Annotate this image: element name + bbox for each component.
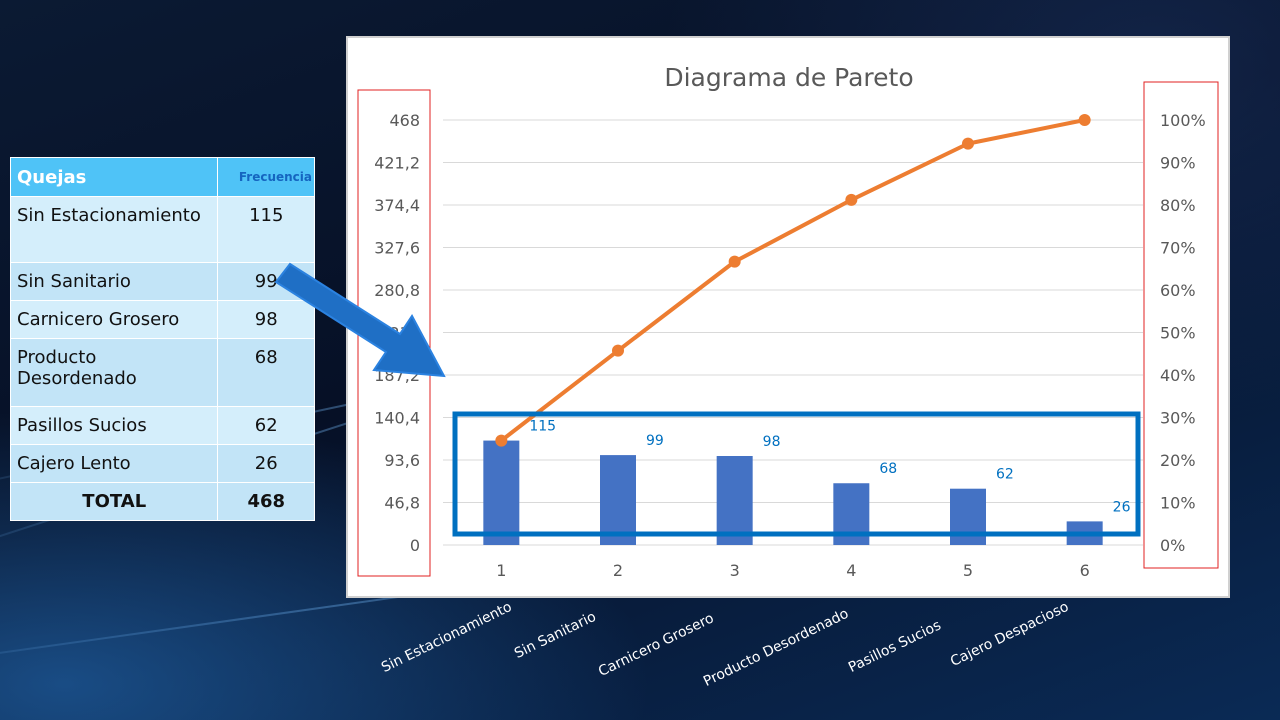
row-freq: 98 bbox=[217, 300, 315, 339]
y-tick-label: 234 bbox=[389, 324, 420, 343]
y-tick-label: 468 bbox=[389, 111, 420, 130]
line-point bbox=[845, 193, 858, 206]
table-header-row: Quejas Frecuencia bbox=[9, 157, 315, 197]
y-tick-label: 0 bbox=[410, 536, 420, 555]
x-tick-label: 1 bbox=[496, 561, 506, 580]
data-label: 68 bbox=[879, 461, 897, 477]
y2-tick-label: 20% bbox=[1160, 451, 1196, 470]
row-name: Carnicero Grosero bbox=[9, 300, 219, 339]
y2-tick-label: 40% bbox=[1160, 366, 1196, 385]
table-row: Cajero Lento 26 bbox=[9, 444, 315, 483]
y2-tick-label: 90% bbox=[1160, 154, 1196, 173]
x-tick-label: 6 bbox=[1080, 561, 1090, 580]
line-point bbox=[1078, 114, 1091, 126]
category-label: Producto Desordenado bbox=[700, 605, 852, 690]
row-freq: 62 bbox=[217, 406, 315, 445]
y-tick-label: 187,2 bbox=[374, 366, 420, 385]
y2-tick-label: 30% bbox=[1160, 409, 1196, 428]
y2-tick-label: 70% bbox=[1160, 239, 1196, 258]
x-tick-label: 4 bbox=[846, 561, 856, 580]
y2-tick-label: 10% bbox=[1160, 494, 1196, 513]
bar bbox=[600, 455, 636, 545]
data-label: 99 bbox=[646, 433, 664, 449]
total-value: 468 bbox=[217, 482, 315, 521]
y-tick-label: 280,8 bbox=[374, 281, 420, 300]
line-point bbox=[728, 255, 741, 268]
y2-tick-label: 80% bbox=[1160, 196, 1196, 215]
y-tick-label: 46,8 bbox=[384, 494, 420, 513]
data-label: 115 bbox=[529, 419, 556, 435]
line-point bbox=[495, 434, 508, 447]
complaints-table: Quejas Frecuencia Sin Estacionamiento 11… bbox=[9, 157, 315, 521]
category-label: Cajero Despacioso bbox=[947, 598, 1072, 670]
category-label: Sin Sanitario bbox=[511, 608, 599, 662]
y-tick-label: 374,4 bbox=[374, 196, 420, 215]
row-name: Sin Sanitario bbox=[9, 262, 219, 301]
category-label: Carnicero Grosero bbox=[595, 610, 717, 680]
table-total-row: TOTAL 468 bbox=[9, 482, 315, 521]
header-quejas: Quejas bbox=[9, 157, 219, 197]
highlight-box bbox=[452, 411, 1141, 537]
row-name: Producto Desordenado bbox=[9, 338, 219, 407]
bar bbox=[483, 440, 520, 545]
table-row: Carnicero Grosero 98 bbox=[9, 300, 315, 339]
right-axis-frame bbox=[1143, 81, 1219, 569]
line-point bbox=[612, 344, 624, 357]
row-name: Sin Estacionamiento bbox=[9, 196, 219, 263]
row-name: Cajero Lento bbox=[9, 444, 219, 483]
chart-canvas: Diagrama de Pareto 046,893,6140,4187,223… bbox=[357, 63, 1219, 580]
bar bbox=[950, 488, 986, 545]
chart-title: Diagrama de Pareto bbox=[664, 63, 913, 92]
data-label: 26 bbox=[1113, 499, 1131, 515]
table-row: Sin Estacionamiento 115 bbox=[9, 196, 315, 263]
pareto-chart: Diagrama de Pareto 0 46,8 93,6 140,4 187,2 23… bbox=[346, 36, 1230, 598]
category-label: Pasillos Sucios bbox=[845, 617, 944, 676]
row-freq: 99 bbox=[217, 262, 315, 301]
header-frecuencia: Frecuencia bbox=[217, 157, 315, 197]
table-row: Sin Sanitario 99 bbox=[9, 262, 315, 301]
data-label: 62 bbox=[996, 467, 1014, 483]
row-name: Pasillos Sucios bbox=[9, 406, 219, 445]
category-label: Sin Estacionamiento bbox=[378, 598, 515, 676]
cumulative-line bbox=[500, 118, 1086, 443]
row-freq: 26 bbox=[217, 444, 315, 483]
line-point bbox=[962, 137, 974, 150]
y2-tick-label: 60% bbox=[1160, 281, 1196, 300]
x-tick-label: 2 bbox=[613, 561, 623, 580]
row-freq: 68 bbox=[217, 338, 315, 407]
data-label: 98 bbox=[763, 434, 781, 450]
table-row: Producto Desordenado 68 bbox=[9, 338, 315, 407]
y2-tick-label: 0% bbox=[1160, 536, 1185, 555]
bar bbox=[716, 456, 753, 545]
x-tick-label: 5 bbox=[963, 561, 973, 580]
total-label: TOTAL bbox=[9, 482, 219, 521]
y-tick-label: 421,2 bbox=[374, 154, 420, 173]
y-tick-label: 140,4 bbox=[374, 409, 420, 428]
y2-tick-label: 100% bbox=[1160, 111, 1206, 130]
row-freq: 115 bbox=[217, 196, 315, 263]
y2-tick-label: 50% bbox=[1160, 324, 1196, 343]
x-tick-label: 3 bbox=[730, 561, 740, 580]
y-tick-label: 327,6 bbox=[374, 239, 420, 258]
y-tick-label: 93,6 bbox=[384, 451, 420, 470]
table-row: Pasillos Sucios 62 bbox=[9, 406, 315, 445]
